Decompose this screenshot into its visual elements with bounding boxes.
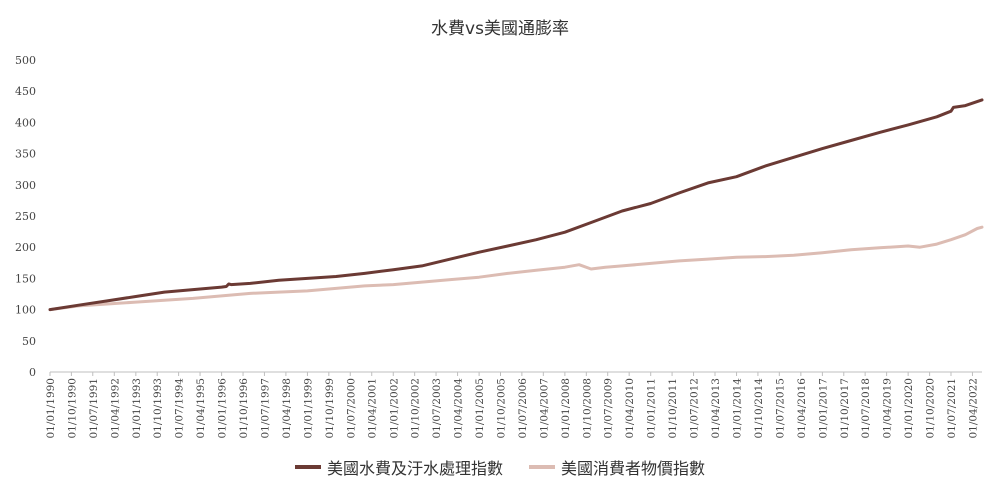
- y-tick-label: 50: [22, 335, 36, 348]
- legend-item-1: 美國水費及汙水處理指數: [294, 455, 503, 479]
- x-tick-label: 01/10/1999: [324, 378, 336, 439]
- x-tick-label: 01/10/2008: [581, 378, 593, 439]
- legend-label: 美國消費者物價指數: [561, 459, 706, 478]
- x-tick-label: 01/01/2014: [732, 378, 744, 439]
- x-tick-label: 01/10/1996: [238, 378, 250, 439]
- y-tick-label: 450: [15, 85, 36, 98]
- x-tick-label: 01/07/2009: [603, 378, 615, 439]
- x-tick-label: 01/01/2017: [817, 378, 829, 439]
- legend-item-2: 美國消費者物價指數: [529, 455, 705, 479]
- x-tick-label: 01/07/1994: [174, 378, 186, 439]
- x-tick-label: 01/07/2006: [517, 378, 529, 439]
- x-tick-label: 01/10/1990: [66, 378, 78, 439]
- x-tick-label: 01/10/2014: [753, 378, 765, 439]
- y-tick-label: 350: [15, 148, 36, 161]
- x-tick-label: 01/01/2011: [646, 378, 658, 439]
- x-tick-label: 01/07/2012: [689, 378, 701, 439]
- y-tick-label: 200: [15, 241, 36, 254]
- x-tick-label: 01/10/2002: [410, 378, 422, 439]
- x-tick-label: 01/10/2017: [839, 378, 851, 439]
- x-tick-label: 01/10/2011: [667, 378, 679, 439]
- series-line-1: [48, 98, 984, 312]
- y-tick-label: 100: [15, 304, 36, 317]
- x-tick-label: 01/07/2015: [774, 378, 786, 439]
- x-tick-label: 01/07/1991: [88, 378, 100, 439]
- x-tick-label: 01/01/2002: [388, 378, 400, 439]
- x-tick-label: 01/04/2007: [538, 378, 550, 439]
- x-tick-label: 01/04/2013: [710, 378, 722, 439]
- chart-title: 水費vs美國通膨率: [431, 19, 569, 39]
- x-tick-label: 01/01/2005: [474, 378, 486, 439]
- x-tick-label: 01/01/1999: [302, 378, 314, 439]
- x-tick-label: 01/01/2008: [560, 378, 572, 439]
- x-tick-label: 01/07/1997: [259, 378, 271, 439]
- x-tick-label: 01/04/2022: [967, 378, 979, 439]
- line-chart: 0 50 100 150 200 250 300 350 400 450 500 01/01/199…: [15, 54, 984, 439]
- y-tick-label: 150: [15, 272, 36, 285]
- x-tick-label: 01/04/2016: [796, 378, 808, 439]
- x-tick-label: 01/01/1990: [45, 378, 57, 439]
- y-tick-label: 250: [15, 210, 36, 223]
- x-tick-label: 01/04/2004: [453, 378, 465, 439]
- y-tick-label: 300: [15, 179, 36, 192]
- x-tick-label: 01/01/1993: [131, 378, 143, 439]
- series-line-2: [48, 225, 984, 312]
- x-axis: 01/01/1990 01/10/1990 01/07/1991 01/04/1992…: [45, 371, 982, 439]
- x-tick-label: 01/10/1993: [152, 378, 164, 439]
- x-tick-label: 01/10/2005: [495, 378, 507, 439]
- x-tick-label: 01/01/1996: [217, 378, 229, 439]
- x-tick-label: 01/04/2019: [882, 378, 894, 439]
- legend-label: 美國水費及汙水處理指數: [326, 459, 503, 478]
- y-tick-label: 400: [15, 116, 36, 129]
- y-tick-label: 0: [29, 366, 36, 379]
- y-tick-label: 500: [15, 54, 36, 67]
- y-axis: 0 50 100 150 200 250 300 350 400 450 500: [15, 54, 36, 379]
- x-tick-label: 01/07/2021: [946, 378, 958, 439]
- x-tick-label: 01/04/1998: [281, 378, 293, 439]
- legend-swatch: [294, 465, 321, 469]
- legend: 美國水費及汙水處理指數 美國消費者物價指數: [0, 455, 1000, 479]
- x-tick-label: 01/01/2020: [903, 378, 915, 439]
- x-tick-label: 01/04/2001: [367, 378, 379, 439]
- x-tick-label: 01/07/2003: [431, 378, 443, 439]
- x-tick-label: 01/10/2020: [925, 378, 937, 439]
- series-layer: [48, 98, 984, 312]
- x-tick-label: 01/04/2010: [624, 378, 636, 439]
- legend-swatch: [529, 465, 555, 469]
- x-tick-label: 01/04/1992: [109, 378, 121, 439]
- x-tick-label: 01/07/2018: [860, 378, 872, 439]
- x-tick-label: 01/04/1995: [195, 378, 207, 439]
- x-tick-label: 01/07/2000: [345, 378, 357, 439]
